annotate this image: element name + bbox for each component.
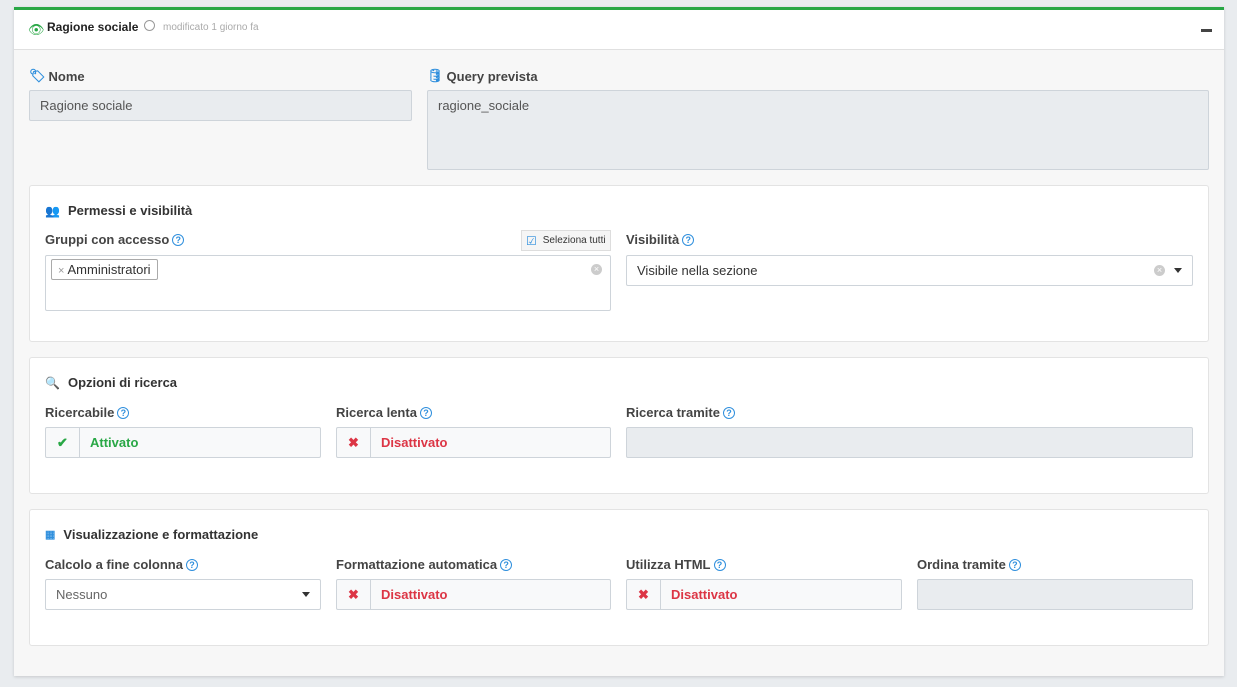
visual-title: ▦ Visualizzazione e formattazione [45,527,258,542]
visibilita-label: Visibilità? [626,232,695,247]
label-text: Calcolo a fine colonna [45,557,183,572]
label-text: Ricerca lenta [336,405,417,420]
permessi-section: 👥 Permessi e visibilità Gruppi con access… [29,185,1209,342]
tag-chip-label: Amministratori [67,262,151,277]
label-text: Ricerca tramite [626,405,720,420]
clear-icon[interactable]: × [591,264,602,275]
select-all-label: Seleziona tutti [542,235,606,246]
nome-label: 🏷 Nome [29,68,85,84]
tag-icon: 🏷 [29,68,46,83]
toggle-value: Disattivato [381,435,448,450]
visibilita-select[interactable]: Visibile nella sezione × [626,255,1193,286]
permessi-title: 👥 Permessi e visibilità [45,203,192,218]
help-icon[interactable]: ? [1008,558,1021,571]
modified-text: modificato 1 giorno fa [163,22,259,33]
caret-down-icon [1174,268,1182,273]
formattazione-label: Formattazione automatica? [336,557,513,572]
toggle-value: Attivato [90,435,139,450]
query-label-text: Query prevista [446,68,538,84]
gruppi-multiselect[interactable]: × Amministratori × [45,255,611,311]
gruppi-label: Gruppi con accesso ? [45,232,185,247]
lenta-toggle[interactable]: ✖ Disattivato [336,427,611,458]
x-icon: ✖ [337,580,371,609]
check-square-icon: ☑ [526,233,537,248]
visual-section: ▦ Visualizzazione e formattazione Calcolo… [29,509,1209,646]
ricerca-section: 🔍 Opzioni di ricerca Ricercabile? ✔ Attiva… [29,357,1209,494]
card-header: 👁 Ragione sociale modificato 1 giorno fa [14,10,1224,50]
visibilita-label-text: Visibilità [626,232,680,247]
ordina-label: Ordina tramite? [917,557,1021,572]
label-text: Formattazione automatica [336,557,498,572]
help-icon[interactable]: ? [722,406,735,419]
nome-field[interactable]: Ragione sociale [29,90,412,121]
remove-tag-icon[interactable]: × [58,265,68,277]
label-text: Ordina tramite [917,557,1006,572]
calcolo-value: Nessuno [56,587,108,602]
table-icon: ▦ [45,529,56,541]
label-text: Utilizza HTML [626,557,711,572]
formattazione-toggle[interactable]: ✖ Disattivato [336,579,611,610]
calcolo-label: Calcolo a fine colonna? [45,557,198,572]
help-icon[interactable]: ? [682,233,695,246]
toggle-value: Disattivato [671,587,738,602]
toggle-value: Disattivato [381,587,448,602]
query-field[interactable]: ragione_sociale [427,90,1209,170]
calcolo-select[interactable]: Nessuno [45,579,321,610]
query-label: 🛢 Query prevista [427,68,538,84]
help-icon[interactable]: ? [713,558,726,571]
help-icon[interactable]: ? [500,558,513,571]
tramite-field[interactable] [626,427,1193,458]
x-icon: ✖ [627,580,661,609]
check-icon: ✔ [46,428,80,457]
field-card: 👁 Ragione sociale modificato 1 giorno fa… [14,7,1224,676]
users-icon: 👥 [45,203,60,218]
ricerca-title-text: Opzioni di ricerca [67,375,178,390]
label-text: Ricercabile [45,405,115,420]
clear-icon[interactable]: × [1154,265,1165,276]
card-title: Ragione sociale [47,20,139,34]
tag-chip: × Amministratori [51,259,158,280]
database-icon: 🛢 [427,68,444,83]
permessi-title-text: Permessi e visibilità [67,203,193,218]
minimize-icon[interactable] [1201,29,1212,32]
caret-down-icon [302,592,310,597]
ricercabile-toggle[interactable]: ✔ Attivato [45,427,321,458]
x-icon: ✖ [337,428,371,457]
search-icon: 🔍 [45,375,60,390]
clock-icon [144,20,155,31]
select-all-button[interactable]: ☑ Seleziona tutti [521,230,611,251]
visibilita-value: Visibile nella sezione [637,263,758,278]
html-label: Utilizza HTML? [626,557,726,572]
help-icon[interactable]: ? [419,406,432,419]
tramite-label: Ricerca tramite? [626,405,735,420]
gruppi-label-text: Gruppi con accesso [45,232,170,247]
nome-label-text: Nome [48,68,85,84]
help-icon[interactable]: ? [185,558,198,571]
ordina-field[interactable] [917,579,1193,610]
eye-icon: 👁 [28,22,45,37]
html-toggle[interactable]: ✖ Disattivato [626,579,902,610]
help-icon[interactable]: ? [172,233,185,246]
ricerca-title: 🔍 Opzioni di ricerca [45,375,177,390]
visual-title-text: Visualizzazione e formattazione [63,527,259,542]
help-icon[interactable]: ? [117,406,130,419]
lenta-label: Ricerca lenta? [336,405,432,420]
ricercabile-label: Ricercabile? [45,405,130,420]
